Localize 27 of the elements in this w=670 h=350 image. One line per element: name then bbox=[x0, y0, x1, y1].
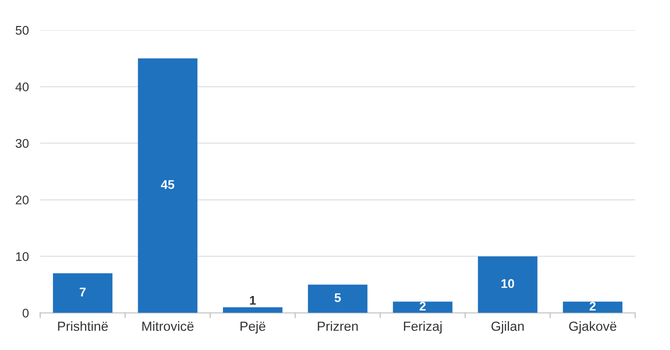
y-tick-label: 50 bbox=[16, 26, 29, 35]
x-tick-label: Prishtinë bbox=[58, 321, 108, 331]
data-label: 45 bbox=[160, 180, 174, 189]
y-tick-label: 30 bbox=[16, 139, 29, 148]
x-tick-label: Gjilan bbox=[491, 321, 524, 334]
data-label: 1 bbox=[250, 296, 256, 305]
x-tick-label: Mitrovicë bbox=[142, 321, 194, 331]
data-label: 2 bbox=[420, 302, 426, 310]
bar bbox=[52, 273, 112, 313]
y-tick-label: 40 bbox=[15, 82, 29, 92]
data-label: 2 bbox=[590, 302, 596, 310]
bar bbox=[392, 302, 452, 313]
y-tick-label: 10 bbox=[16, 252, 29, 261]
data-label: 7 bbox=[80, 288, 86, 296]
bar bbox=[222, 307, 282, 313]
bar bbox=[138, 58, 198, 313]
data-label: 10 bbox=[502, 279, 514, 288]
data-label: 5 bbox=[334, 293, 341, 302]
bar bbox=[478, 256, 538, 313]
x-tick-label: Prizren bbox=[318, 321, 358, 331]
y-tick-label: 20 bbox=[16, 196, 29, 204]
y-tick-label: 0 bbox=[22, 308, 29, 318]
x-tick-label: Ferizaj bbox=[404, 321, 442, 334]
x-tick-label: Pejë bbox=[240, 321, 266, 334]
x-tick-label: Gjakovë bbox=[569, 321, 616, 334]
bar bbox=[562, 302, 622, 313]
bar bbox=[308, 284, 368, 313]
